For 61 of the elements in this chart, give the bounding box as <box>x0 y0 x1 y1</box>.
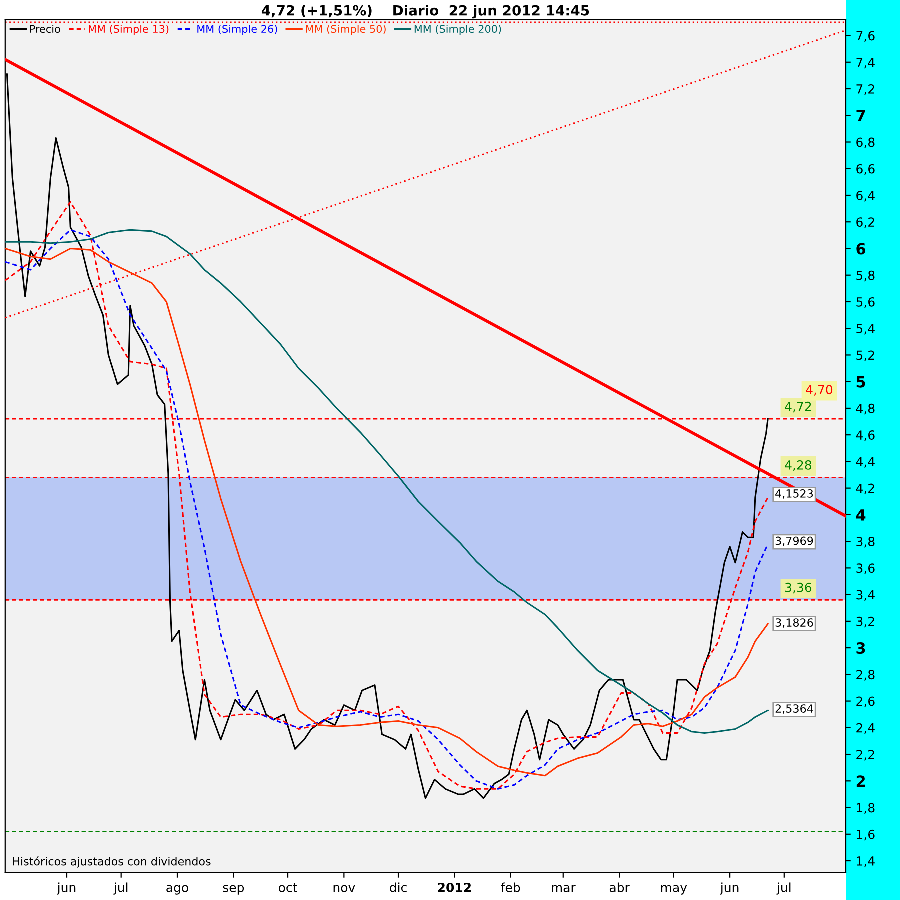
ref-line-label: 3,36 <box>785 582 812 594</box>
y-tick-label: 3,8 <box>856 537 875 548</box>
x-tick-label: feb <box>501 882 520 892</box>
legend-label: MM (Simple 13) <box>89 25 169 36</box>
x-tick-label: 2012 <box>438 882 471 892</box>
y-tick-label: 5,8 <box>856 270 875 282</box>
y-tick-label: 5 <box>856 376 866 388</box>
y-tick-label: 5,2 <box>856 350 874 362</box>
y-tick-label: 6,8 <box>856 138 875 148</box>
x-tick-label: oct <box>278 883 298 892</box>
annotation: 3,7969 <box>776 536 814 546</box>
x-tick-label: nov <box>334 885 356 892</box>
y-tick-label: 7,6 <box>856 31 875 42</box>
annotation: Históricos ajustados con dividendos <box>13 856 211 868</box>
legend-label: Precio <box>30 25 60 34</box>
y-tick-label: 6,6 <box>856 164 875 176</box>
y-tick-label: 2,4 <box>856 723 875 734</box>
y-tick-label: 5,6 <box>856 297 875 308</box>
y-tick-label: 4,2 <box>856 484 874 495</box>
x-tick-label: dic <box>390 882 407 892</box>
y-tick-label: 1,6 <box>857 830 875 841</box>
legend-label: MM (Simple 26) <box>198 25 278 36</box>
x-tick-label: may <box>661 885 688 895</box>
legend-label: MM (Simple 50) <box>306 25 386 36</box>
y-tick-label: 7,2 <box>856 84 874 96</box>
y-tick-label: 2,6 <box>856 696 875 708</box>
x-tick-label: jul <box>776 882 791 895</box>
y-tick-label: 5,4 <box>856 324 875 335</box>
ref-line-label: 4,72 <box>785 402 812 413</box>
legend-label: MM (Simple 200) <box>414 25 502 36</box>
y-tick-label: 1,4 <box>857 856 875 868</box>
y-tick-label: 3,4 <box>856 590 875 602</box>
x-tick-label: sep <box>223 885 244 895</box>
y-tick-label: 6 <box>856 243 866 255</box>
y-tick-label: 2 <box>856 776 866 787</box>
y-tick-label: 2,8 <box>856 670 875 681</box>
y-tick-label: 4,4 <box>856 457 875 468</box>
annotation: 2,5364 <box>776 704 814 714</box>
y-tick-label: 6,2 <box>856 218 874 228</box>
y-tick-label: 2,2 <box>856 750 874 761</box>
y-tick-label: 7 <box>856 110 866 122</box>
x-tick-label: abr <box>610 882 630 892</box>
x-tick-label: jun <box>57 882 76 895</box>
y-tick-label: 3 <box>856 642 866 654</box>
x-tick-label: jul <box>114 882 128 895</box>
y-tick-label: 4 <box>856 510 866 521</box>
ref-line-label: 4,28 <box>785 460 812 472</box>
y-tick-label: 4,6 <box>856 430 875 442</box>
annotation: 4,70 <box>806 385 833 396</box>
y-tick-label: 4,8 <box>856 404 875 415</box>
chart-title: 4,72 (+1,51%) Diario 22 jun 2012 14:45 <box>262 5 590 19</box>
annotation: 3,1826 <box>776 618 814 628</box>
x-tick-label: jun <box>720 882 739 895</box>
annotation: 4,1523 <box>776 489 814 500</box>
y-tick-label: 1,8 <box>857 803 875 814</box>
y-tick-label: 6,4 <box>856 190 875 202</box>
x-tick-label: ago <box>166 885 188 895</box>
x-tick-label: mar <box>552 885 576 892</box>
y-tick-label: 3,6 <box>856 564 875 574</box>
y-tick-label: 3,2 <box>856 616 874 628</box>
y-tick-label: 7,4 <box>856 58 875 69</box>
